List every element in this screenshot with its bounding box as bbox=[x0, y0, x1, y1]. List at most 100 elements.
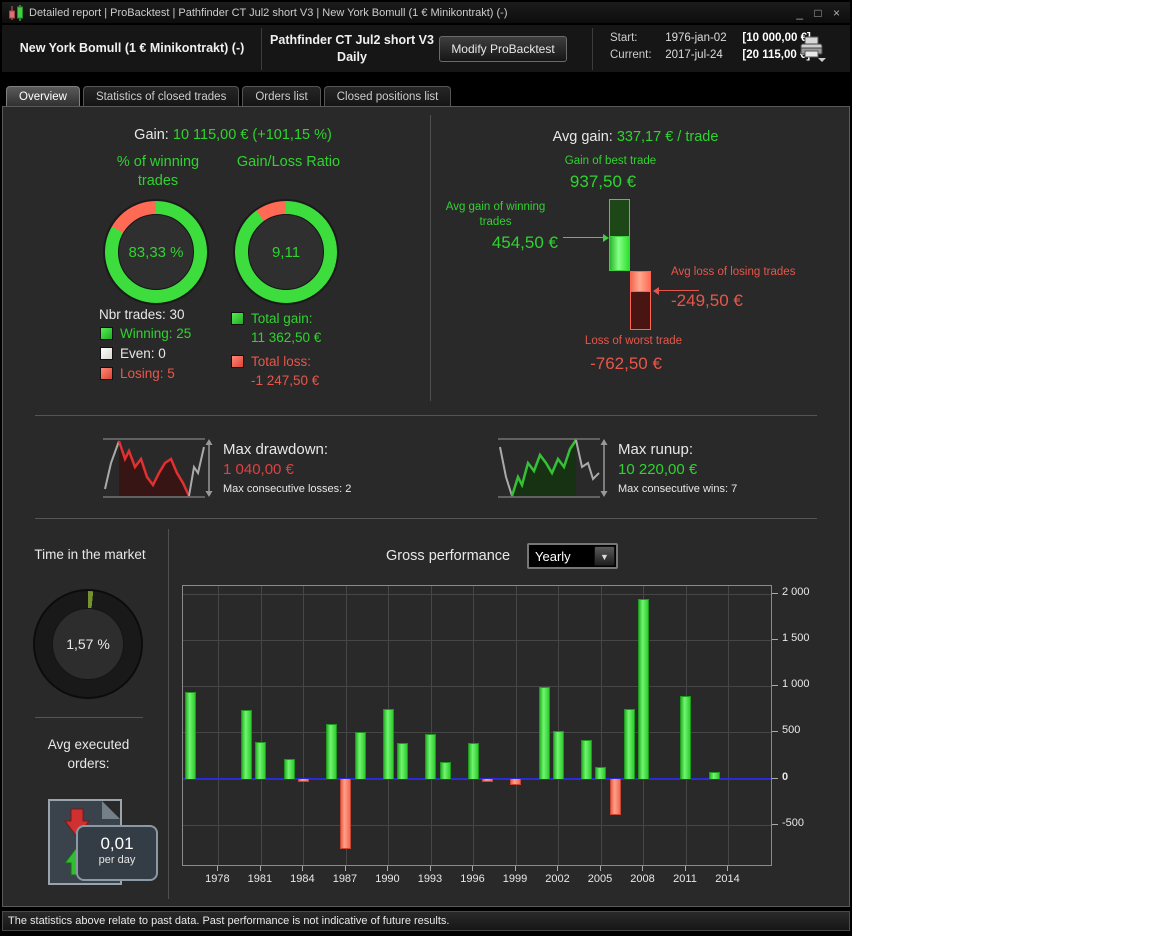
performance-bar-1986 bbox=[326, 724, 338, 779]
performance-bar-2007 bbox=[623, 708, 635, 779]
minimize-button[interactable]: _ bbox=[796, 6, 806, 20]
header-divider bbox=[261, 28, 262, 70]
performance-bar-2002 bbox=[552, 731, 564, 779]
gridline-vertical bbox=[600, 586, 602, 865]
performance-bar-1997 bbox=[482, 778, 494, 782]
x-tick-label: 1984 bbox=[290, 873, 315, 885]
y-tick bbox=[772, 731, 778, 733]
section-divider bbox=[430, 115, 431, 401]
gross-performance-label: Gross performance bbox=[386, 548, 511, 564]
tab-orders-list[interactable]: Orders list bbox=[242, 86, 321, 107]
start-label: Start: bbox=[610, 32, 638, 44]
y-tick bbox=[772, 639, 778, 641]
best-trade-bar bbox=[609, 199, 630, 237]
x-tick bbox=[217, 866, 219, 871]
timeframe: Daily bbox=[337, 50, 367, 64]
time-in-market-value: 1,57 % bbox=[52, 608, 124, 680]
x-tick-label: 1990 bbox=[375, 873, 400, 885]
print-icon[interactable] bbox=[798, 35, 828, 63]
performance-bar-1976 bbox=[184, 691, 196, 779]
drawdown-sparkline-icon bbox=[103, 438, 213, 498]
orders-rate-unit: per day bbox=[98, 854, 136, 866]
bottom-section-divider bbox=[168, 529, 169, 899]
tab-bar: Overview Statistics of closed trades Ord… bbox=[6, 86, 452, 107]
x-tick bbox=[302, 866, 304, 871]
avg-win-bar bbox=[609, 237, 630, 271]
performance-bar-1988 bbox=[354, 732, 366, 779]
total-loss-label: Total loss: bbox=[251, 354, 312, 369]
orders-rate-value: 0,01 bbox=[100, 834, 134, 853]
tab-statistics-of-closed-trades[interactable]: Statistics of closed trades bbox=[82, 86, 240, 107]
worst-trade-label: Loss of worst trade bbox=[584, 335, 683, 347]
x-tick-label: 2002 bbox=[545, 873, 570, 885]
avg-loss-value: -249,50 € bbox=[671, 291, 743, 310]
avg-win-arrow-head bbox=[603, 234, 609, 242]
x-tick-label: 1996 bbox=[460, 873, 485, 885]
x-tick-label: 1978 bbox=[205, 873, 230, 885]
detailed-report-window: Detailed report | ProBacktest | Pathfind… bbox=[0, 0, 852, 936]
page-fold-shade bbox=[102, 801, 120, 819]
chevron-down-icon[interactable]: ▼ bbox=[594, 546, 615, 566]
tab-closed-positions-list[interactable]: Closed positions list bbox=[323, 86, 452, 107]
x-tick bbox=[429, 866, 431, 871]
x-tick bbox=[387, 866, 389, 871]
window-title: Detailed report | ProBacktest | Pathfind… bbox=[29, 7, 508, 19]
gridline-vertical bbox=[473, 586, 475, 865]
performance-bar-2006 bbox=[609, 778, 621, 815]
maximize-button[interactable]: □ bbox=[814, 6, 824, 20]
max-drawdown-label: Max drawdown: bbox=[223, 441, 329, 458]
max-consecutive-wins: Max consecutive wins: 7 bbox=[618, 483, 738, 495]
performance-bar-1999 bbox=[510, 778, 522, 786]
gridline-vertical bbox=[218, 586, 220, 865]
gain-label: Gain: bbox=[134, 127, 169, 143]
status-bar: The statistics above relate to past data… bbox=[2, 911, 850, 931]
horizontal-separator bbox=[35, 415, 817, 416]
avg-loss-arrow-head bbox=[653, 287, 659, 295]
avg-loss-bar bbox=[630, 271, 651, 291]
x-tick bbox=[642, 866, 644, 871]
app-candlestick-icon bbox=[9, 5, 23, 21]
y-tick-label: 500 bbox=[782, 724, 801, 737]
x-tick-label: 1993 bbox=[417, 873, 443, 885]
gain-value: 10 115,00 € (+101,15 %) bbox=[172, 127, 332, 143]
gain-loss-ratio-title: Gain/Loss Ratio bbox=[236, 154, 341, 170]
y-tick bbox=[772, 823, 778, 825]
total-loss-swatch bbox=[231, 355, 244, 368]
performance-bar-1991 bbox=[397, 743, 409, 779]
time-in-market-title: Time in the market bbox=[34, 547, 146, 562]
gridline-horizontal bbox=[183, 732, 771, 734]
avg-gain-label: Avg gain: bbox=[552, 129, 613, 145]
disclaimer-text: The statistics above relate to past data… bbox=[8, 915, 450, 927]
close-button[interactable]: × bbox=[832, 6, 842, 20]
gain-loss-ratio-donut-value: 9,11 bbox=[248, 214, 324, 290]
y-tick-label: 0 bbox=[782, 770, 789, 783]
x-tick bbox=[514, 866, 516, 871]
orders-rate-box: 0,01 per day bbox=[76, 825, 158, 881]
x-tick bbox=[727, 866, 729, 871]
x-tick bbox=[472, 866, 474, 871]
current-date: 2017-jul-24 bbox=[665, 49, 723, 61]
gridline-vertical bbox=[260, 586, 262, 865]
instrument-name: New York Bomull (1 € Minikontrakt) (-) bbox=[19, 41, 245, 55]
header-divider bbox=[592, 28, 593, 70]
overview-panel: Gain: 10 115,00 € (+101,15 %) % of winni… bbox=[2, 106, 850, 907]
period-select[interactable]: Yearly ▼ bbox=[527, 543, 618, 569]
x-tick-label: 2005 bbox=[587, 873, 613, 885]
modify-probacktest-button[interactable]: Modify ProBacktest bbox=[439, 36, 567, 62]
avg-executed-orders-title: Avg executed orders: bbox=[47, 737, 130, 771]
gridline-horizontal bbox=[183, 824, 771, 826]
performance-bar-1996 bbox=[467, 742, 479, 779]
avg-loss-label: Avg loss of losing trades bbox=[671, 266, 796, 278]
performance-bar-1983 bbox=[283, 758, 295, 779]
total-gain-label: Total gain: bbox=[251, 311, 313, 326]
max-runup-label: Max runup: bbox=[618, 441, 694, 458]
tab-overview[interactable]: Overview bbox=[6, 86, 80, 107]
performance-bar-1981 bbox=[255, 741, 267, 779]
winning-legend-swatch bbox=[100, 327, 113, 340]
performance-bar-1987 bbox=[340, 778, 352, 849]
horizontal-separator bbox=[35, 518, 817, 519]
y-tick bbox=[772, 685, 778, 687]
max-runup-value: 10 220,00 € bbox=[618, 461, 698, 478]
y-tick-label: -500 bbox=[782, 816, 805, 829]
total-gain-value: 11 362,50 € bbox=[251, 330, 322, 345]
